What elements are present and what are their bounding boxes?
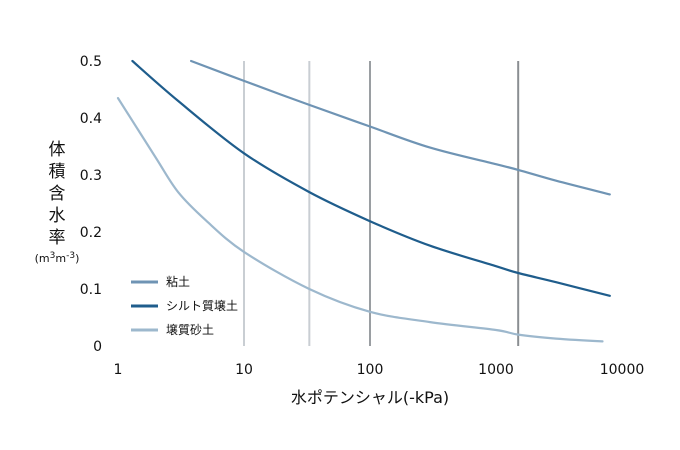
x-tick-label: 10: [235, 362, 253, 378]
x-tick-label: 10000: [600, 362, 645, 378]
y-tick-label: 0.3: [80, 168, 102, 184]
y-axis-label-char: 積: [49, 162, 66, 182]
x-axis-label: 水ポテンシャル(-kPa): [291, 388, 449, 407]
y-tick-label: 0.1: [80, 282, 102, 298]
y-axis-label-char: 水: [49, 206, 66, 226]
y-tick-label: 0.2: [80, 225, 102, 241]
series-line: [190, 59, 611, 196]
y-tick-labels: 0 0.1 0.2 0.3 0.4 0.5: [80, 54, 102, 355]
y-axis-unit: (m3m-3): [35, 251, 80, 265]
reference-lines: [243, 61, 520, 346]
legend-label: 壌質砂土: [166, 322, 214, 337]
x-tick-label: 100: [357, 362, 384, 378]
y-axis-label-char: 含: [49, 184, 66, 204]
x-tick-labels: 1 10 100 1000 10000: [114, 362, 645, 378]
series-lines: [116, 59, 611, 343]
y-axis-label-char: 率: [49, 228, 66, 248]
legend-label: 粘土: [166, 274, 190, 289]
y-tick-label: 0: [93, 339, 102, 355]
x-tick-label: 1000: [478, 362, 514, 378]
y-axis-label-char: 体: [49, 140, 66, 160]
x-tick-label: 1: [114, 362, 123, 378]
y-tick-label: 0.4: [80, 111, 102, 127]
series-line: [131, 59, 611, 297]
series-line: [116, 97, 604, 343]
y-tick-label: 0.5: [80, 54, 102, 70]
legend-label: シルト質壌土: [166, 298, 238, 313]
